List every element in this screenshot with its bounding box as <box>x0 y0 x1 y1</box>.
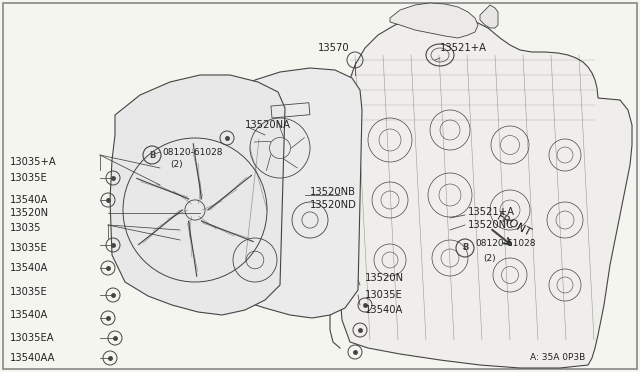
Polygon shape <box>110 75 285 315</box>
Polygon shape <box>390 3 478 38</box>
Text: 13035E: 13035E <box>10 243 48 253</box>
Text: 13540A: 13540A <box>10 195 49 205</box>
Text: 13520N: 13520N <box>10 208 49 218</box>
Text: 13520N: 13520N <box>365 273 404 283</box>
Text: 13521+A: 13521+A <box>440 43 487 53</box>
Bar <box>271 103 310 118</box>
Text: 13520ND: 13520ND <box>310 200 357 210</box>
Text: 13035+A: 13035+A <box>10 157 57 167</box>
Text: 13540AA: 13540AA <box>10 353 56 363</box>
Text: 08120-61028: 08120-61028 <box>475 240 536 248</box>
Text: 13520NC: 13520NC <box>468 220 514 230</box>
Text: 13035E: 13035E <box>365 290 403 300</box>
Polygon shape <box>480 5 498 28</box>
Text: 08120-61028: 08120-61028 <box>162 148 223 157</box>
Text: 13540A: 13540A <box>365 305 403 315</box>
Text: FRONT: FRONT <box>495 212 533 238</box>
Text: 13520NA: 13520NA <box>245 120 291 130</box>
Text: (2): (2) <box>483 253 495 263</box>
Text: 13570: 13570 <box>318 43 349 53</box>
Text: 13035EA: 13035EA <box>10 333 54 343</box>
Polygon shape <box>210 68 362 318</box>
Text: 13035E: 13035E <box>10 287 48 297</box>
Text: 13035: 13035 <box>10 223 42 233</box>
Polygon shape <box>340 15 632 368</box>
Text: A: 35A 0P3B: A: 35A 0P3B <box>530 353 585 362</box>
Text: B: B <box>149 151 155 160</box>
Text: B: B <box>462 244 468 253</box>
Text: 13521+A: 13521+A <box>468 207 515 217</box>
Text: (2): (2) <box>170 160 182 169</box>
Text: 13520NB: 13520NB <box>310 187 356 197</box>
Text: 13540A: 13540A <box>10 263 49 273</box>
Text: 13540A: 13540A <box>10 310 49 320</box>
Text: 13035E: 13035E <box>10 173 48 183</box>
